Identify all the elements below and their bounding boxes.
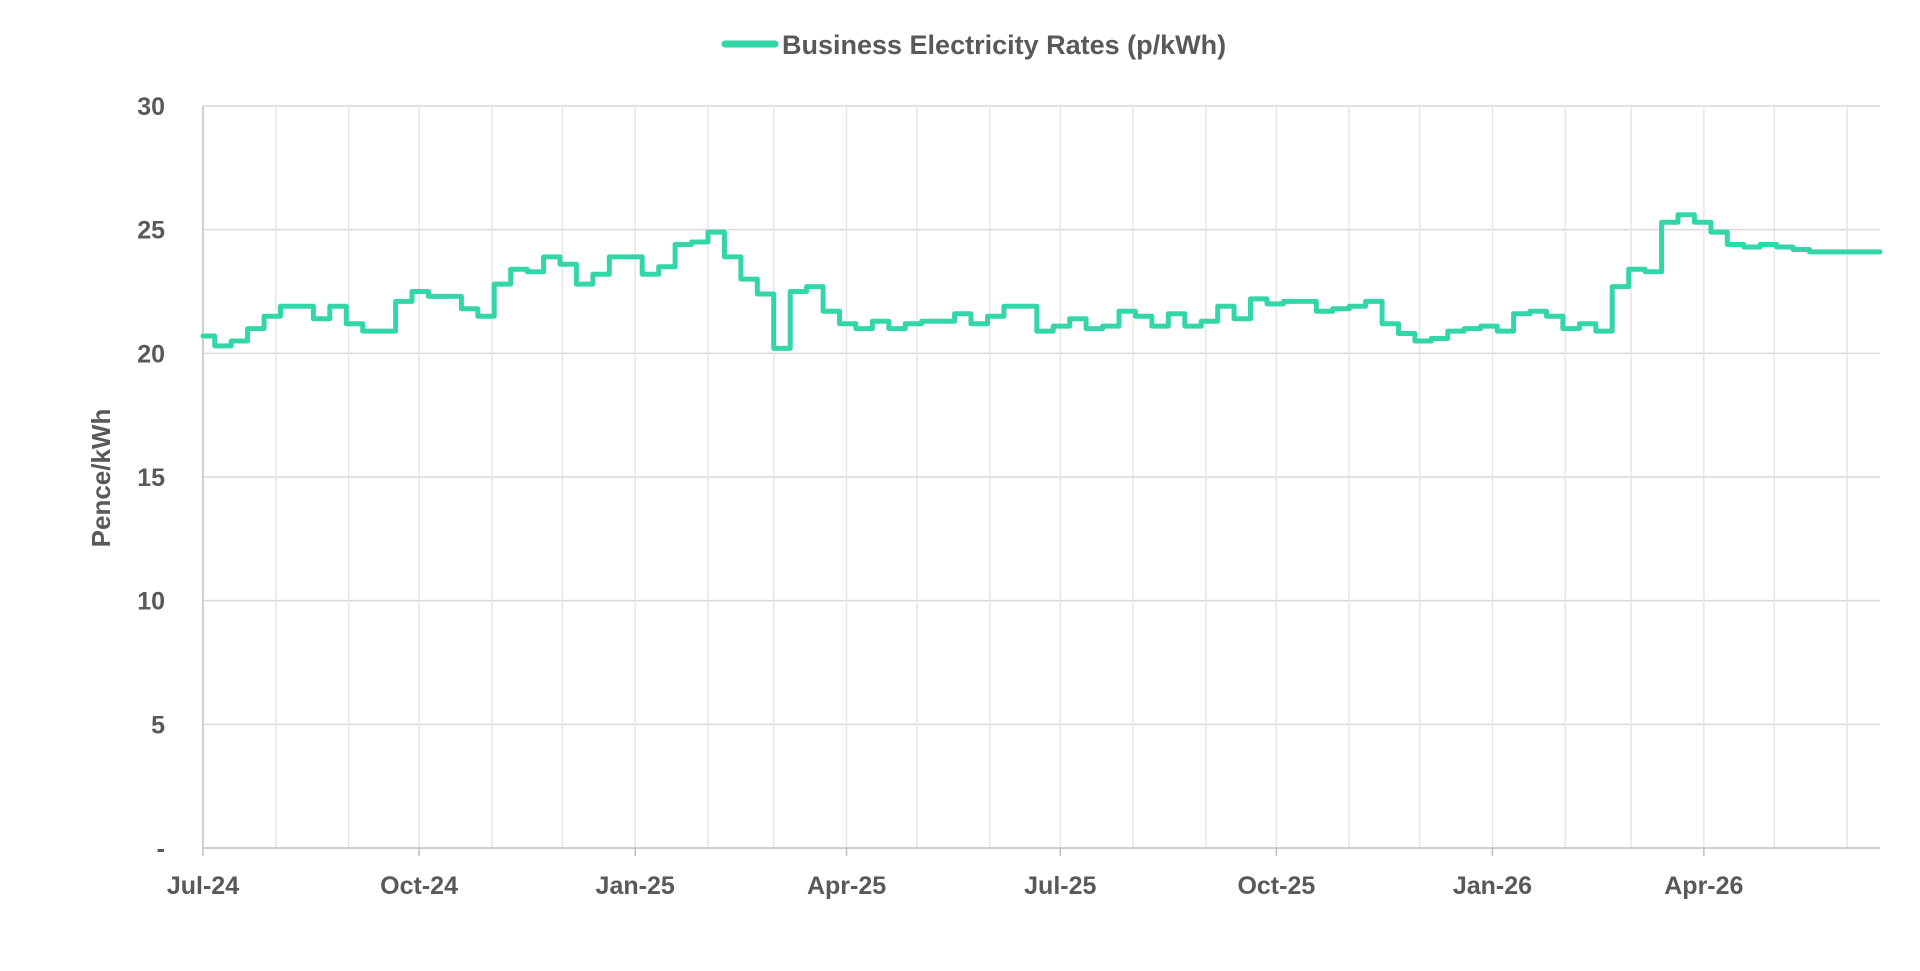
series	[200, 212, 1883, 351]
series-line-business-electricity-rates	[200, 212, 1883, 351]
axes: - 5 10 15 20 25 30 Jul-24 Oct-24 Jan-25 Apr-25 Jul-…	[137, 93, 1880, 900]
y-tick-label: 30	[137, 93, 165, 121]
x-tick-label: Jul-24	[167, 872, 239, 900]
y-tick-label: 25	[137, 217, 165, 245]
y-axis-title: Pence/kWh	[86, 409, 116, 548]
x-tick-label: Apr-26	[1664, 872, 1743, 900]
x-tick-label: Oct-24	[380, 872, 458, 900]
grid	[203, 105, 1880, 848]
y-tick-label: 5	[151, 711, 165, 739]
legend: Business Electricity Rates (p/kWh)	[721, 30, 1226, 60]
y-tick-label: 10	[137, 588, 165, 616]
x-tick-label: Jan-26	[1453, 872, 1532, 900]
legend-label-business-electricity-rates: Business Electricity Rates (p/kWh)	[782, 30, 1226, 60]
x-tick-label: Oct-25	[1237, 872, 1315, 900]
x-tick-label: Jul-25	[1024, 872, 1096, 900]
y-tick-label: 15	[137, 464, 165, 492]
y-tick-label: 20	[137, 340, 165, 368]
x-tick-label: Apr-25	[807, 872, 886, 900]
y-tick-label: -	[157, 835, 165, 863]
x-tick-label: Jan-25	[596, 872, 675, 900]
